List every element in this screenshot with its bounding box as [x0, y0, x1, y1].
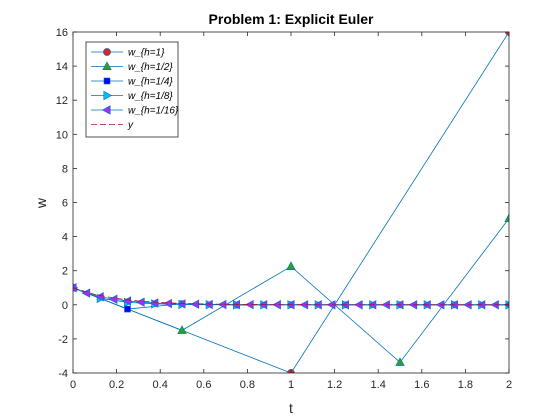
- data-point: [177, 325, 187, 334]
- x-tick-label: 0.2: [109, 379, 124, 391]
- y-tick-label: 8: [62, 163, 68, 175]
- legend-marker: [103, 90, 113, 101]
- chart-title: Problem 1: Explicit Euler: [209, 11, 374, 27]
- x-tick-label: 1: [288, 379, 294, 391]
- x-tick-label: 2: [506, 379, 512, 391]
- series-1: [73, 213, 509, 366]
- data-point: [176, 299, 186, 309]
- data-point: [286, 261, 296, 270]
- data-point: [73, 283, 77, 293]
- data-point: [163, 298, 172, 309]
- legend-entry: y: [127, 120, 134, 131]
- legend-marker: [103, 77, 111, 85]
- x-tick-label: 0.4: [153, 379, 168, 391]
- legend-marker: [102, 61, 112, 70]
- data-point: [135, 297, 145, 307]
- x-tick-label: 1.2: [327, 379, 342, 391]
- y-tick-label: 0: [62, 300, 68, 312]
- legend-entry: w_{h=1}: [128, 48, 165, 59]
- x-tick-label: 0: [70, 379, 76, 391]
- data-point: [81, 288, 91, 298]
- data-point: [95, 292, 104, 302]
- x-tick-label: 0.8: [240, 379, 255, 391]
- data-point: [149, 298, 159, 308]
- legend-marker: [103, 48, 111, 56]
- y-axis-label: w: [33, 197, 49, 209]
- legend-entry: w_{h=1/2}: [128, 62, 173, 73]
- data-point: [504, 213, 509, 222]
- y-tick-label: -4: [58, 368, 68, 380]
- legend: w_{h=1} w_{h=1/2} w_{h=1/4} w_{h=1/8} w_{h=1…: [85, 41, 179, 138]
- y-tick-label: 14: [56, 61, 68, 73]
- x-axis-label: t: [289, 400, 293, 416]
- legend-entry: w_{h=1/16}: [128, 106, 179, 117]
- x-tick-label: 1.6: [414, 379, 429, 391]
- y-tick-label: 4: [62, 232, 68, 244]
- legend-entry: w_{h=1/4}: [128, 77, 173, 88]
- y-tick-label: 12: [56, 95, 68, 107]
- x-tick-label: 1.8: [458, 379, 473, 391]
- data-point: [108, 294, 118, 304]
- y-tick-label: 2: [62, 266, 68, 278]
- x-tick-label: 1.4: [371, 379, 386, 391]
- legend-box: [85, 41, 179, 138]
- plot-area: [73, 32, 509, 373]
- data-point: [122, 296, 131, 306]
- y-tick-label: 6: [62, 198, 68, 210]
- y-tick-label: -2: [58, 334, 68, 346]
- x-tick-label: 0.6: [196, 379, 211, 391]
- data-point: [395, 357, 405, 366]
- data-point: [124, 305, 131, 313]
- legend-marker: [101, 105, 111, 115]
- series-5: [73, 287, 509, 306]
- y-tick-label: 16: [56, 27, 68, 39]
- axis-ticks: 0 0.2 0.4 0.6 0.8 1 1.2 1.4 1.6 1.8 2 -4 -2 0 2 4 6 8 10 12…: [56, 27, 512, 391]
- series-line: [73, 287, 509, 306]
- y-tick-label: 10: [56, 129, 68, 141]
- legend-entry: w_{h=1/8}: [128, 91, 173, 102]
